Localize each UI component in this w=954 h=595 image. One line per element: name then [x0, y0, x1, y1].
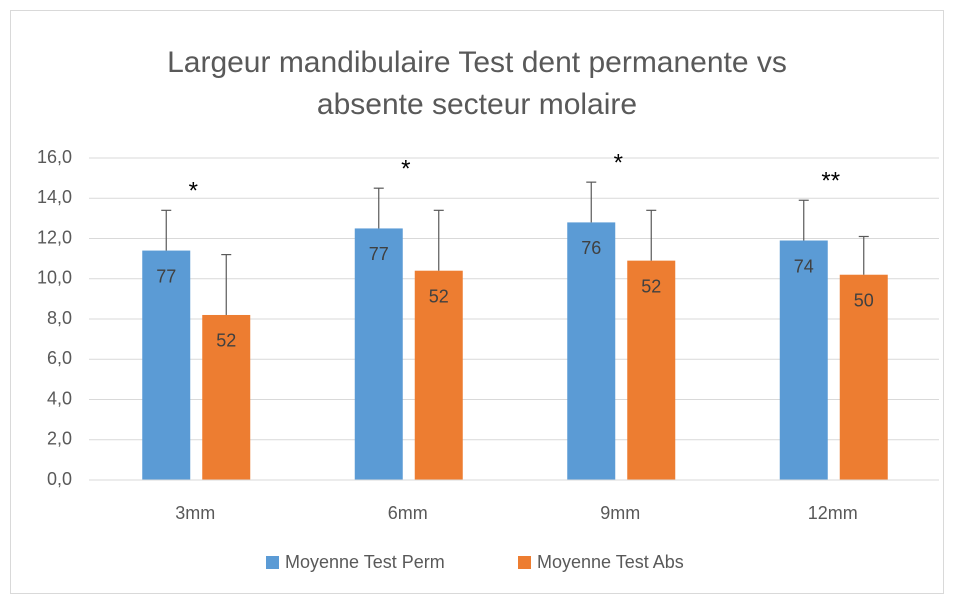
bar: [202, 314, 251, 480]
x-tick-label: 6mm: [388, 503, 428, 523]
data-label: 50: [854, 290, 874, 310]
annotation: *: [401, 156, 410, 183]
data-label: 77: [156, 266, 176, 286]
y-tick-label: 14,0: [37, 187, 72, 207]
annotation: *: [189, 178, 198, 205]
bar: [839, 274, 888, 480]
bar: [567, 222, 616, 480]
y-tick-label: 0,0: [47, 469, 72, 489]
chart-title: absente secteur molaire: [317, 88, 637, 121]
y-tick-label: 10,0: [37, 268, 72, 288]
x-tick-label: 9mm: [600, 503, 640, 523]
bar: [354, 228, 403, 480]
bar: [414, 270, 463, 480]
legend-label: Moyenne Test Abs: [537, 552, 684, 572]
x-tick-label: 12mm: [808, 503, 858, 523]
y-tick-label: 8,0: [47, 308, 72, 328]
data-label: 74: [794, 256, 814, 276]
data-label: 52: [216, 331, 236, 351]
x-tick-label: 3mm: [175, 503, 215, 523]
annotation: **: [821, 168, 840, 195]
data-label: 77: [369, 244, 389, 264]
data-label: 76: [581, 238, 601, 258]
bar: [779, 240, 828, 480]
legend-label: Moyenne Test Perm: [285, 552, 445, 572]
annotation: *: [614, 149, 623, 176]
data-label: 52: [641, 276, 661, 296]
legend-swatch: [518, 556, 531, 569]
bar: [627, 260, 676, 480]
bar: [142, 250, 191, 480]
y-tick-label: 6,0: [47, 348, 72, 368]
data-label: 52: [429, 286, 449, 306]
y-tick-label: 12,0: [37, 227, 72, 247]
chart-title: Largeur mandibulaire Test dent permanent…: [167, 46, 787, 79]
y-tick-label: 2,0: [47, 429, 72, 449]
y-tick-label: 16,0: [37, 147, 72, 167]
y-tick-label: 4,0: [47, 388, 72, 408]
legend-swatch: [266, 556, 279, 569]
